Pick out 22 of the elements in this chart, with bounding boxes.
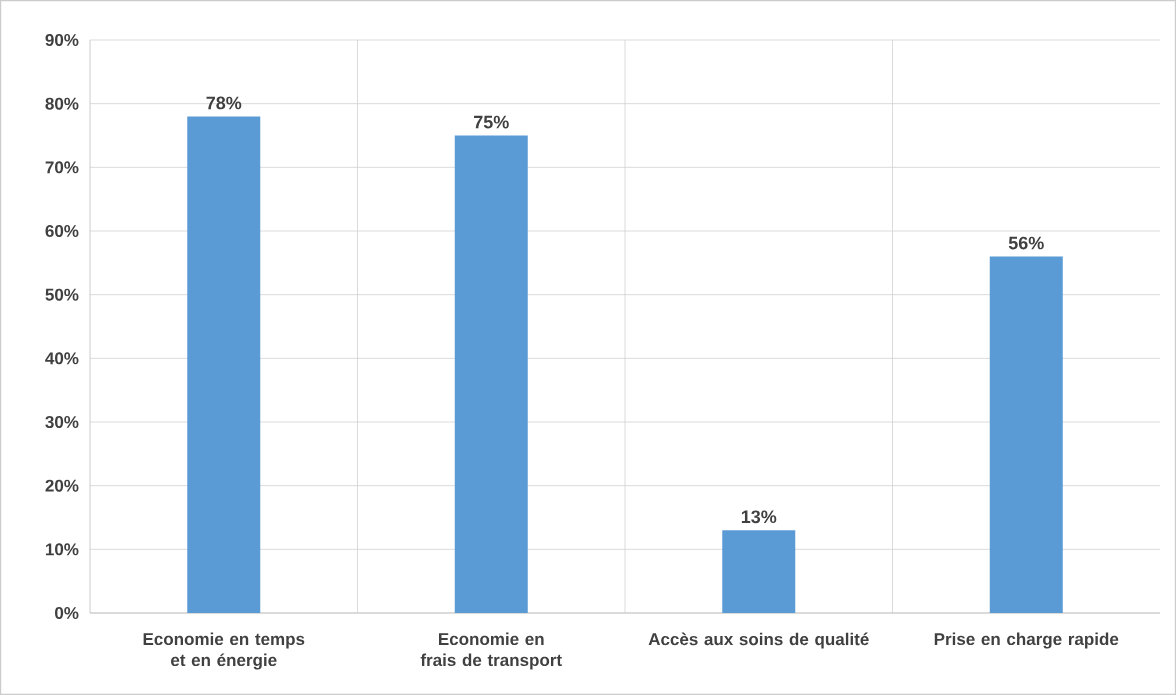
x-tick-label: Economie en frais de transport <box>420 632 562 670</box>
y-tick-label: 40% <box>45 352 79 365</box>
x-tick-label: Accès aux soins de qualité <box>648 632 869 649</box>
data-label: 56% <box>1008 236 1044 250</box>
y-tick-label: 0% <box>55 606 79 620</box>
y-tick-label: 60% <box>45 224 79 238</box>
y-tick-label: 70% <box>45 161 79 174</box>
x-tick-label: Prise en charge rapide <box>934 632 1119 649</box>
y-tick-label: 80% <box>45 97 79 110</box>
bar <box>722 530 796 613</box>
y-tick-label: 20% <box>45 479 79 492</box>
data-label: 75% <box>474 115 509 129</box>
y-tick-label: 30% <box>45 415 79 429</box>
x-tick-label: Economie en temps et en énergie <box>143 632 305 670</box>
bar <box>454 135 528 613</box>
bar <box>187 116 261 613</box>
data-label: 13% <box>741 510 777 524</box>
y-tick-label: 90% <box>45 33 79 47</box>
data-label: 78% <box>206 96 242 110</box>
y-tick-label: 10% <box>45 543 79 556</box>
y-tick-label: 50% <box>45 288 79 301</box>
bar <box>989 256 1063 613</box>
